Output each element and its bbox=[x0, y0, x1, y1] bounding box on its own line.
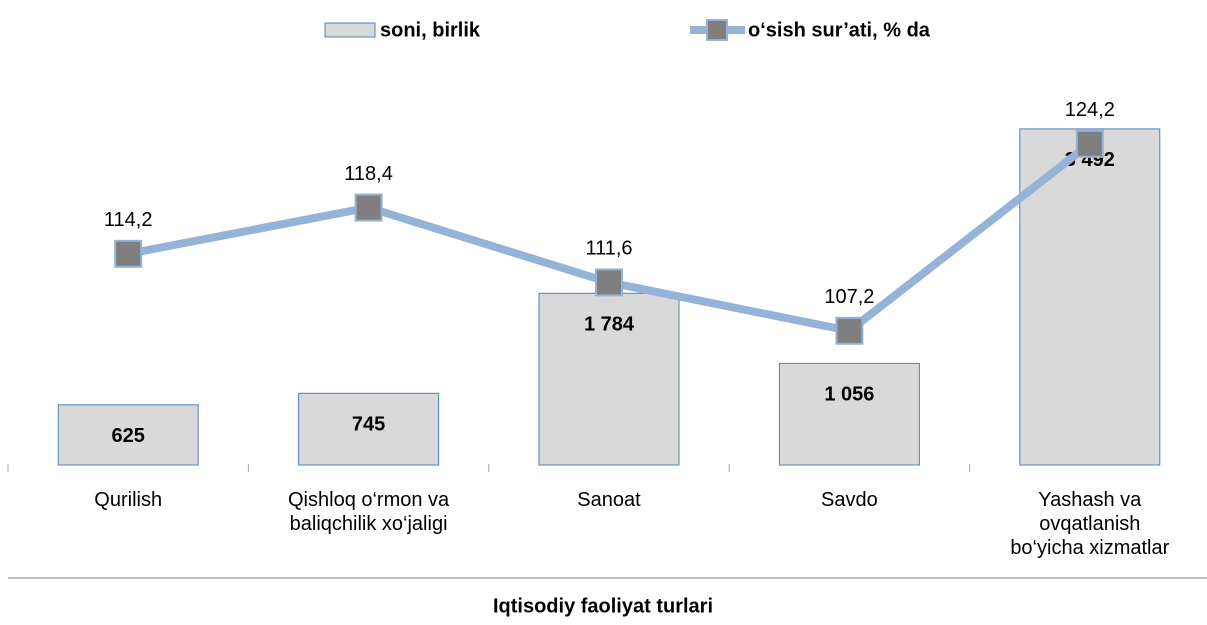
legend-swatch bbox=[324, 22, 376, 38]
line-marker bbox=[835, 316, 864, 345]
bar-value-label: 1 784 bbox=[584, 314, 635, 336]
line-marker bbox=[1075, 129, 1104, 158]
x-tick-label: Sanoat bbox=[577, 489, 641, 511]
line-marker bbox=[595, 268, 623, 297]
bar bbox=[57, 404, 199, 466]
x-tick-label: Qurilish bbox=[94, 489, 163, 511]
line-value-label: 124,2 bbox=[1065, 99, 1115, 121]
line-marker bbox=[114, 239, 143, 268]
legend-label: o‘sish sur’ati, % da bbox=[748, 19, 931, 41]
legend-label: soni, birlik bbox=[380, 19, 481, 41]
x-tick-label: Qishloq o‘rmon va baliqchilik xo‘jaligi bbox=[288, 489, 450, 535]
bar-value-label: 1 056 bbox=[824, 384, 874, 406]
line-value-label: 114,2 bbox=[104, 209, 153, 231]
bar bbox=[298, 392, 440, 466]
legend-marker bbox=[706, 19, 728, 41]
line-value-label: 118,4 bbox=[344, 163, 393, 185]
x-axis-label: Iqtisodiy faoliyat turlari bbox=[493, 595, 713, 617]
line-marker bbox=[354, 193, 383, 222]
bar-value-label: 625 bbox=[112, 425, 145, 447]
x-tick-label: Yashash va ovqatlanish bo‘yicha xizmatla… bbox=[1010, 489, 1170, 559]
bar bbox=[538, 292, 680, 466]
bar bbox=[778, 362, 920, 466]
line-value-label: 107,2 bbox=[824, 286, 874, 308]
line-value-label: 111,6 bbox=[585, 238, 632, 260]
x-tick-label: Savdo bbox=[821, 489, 878, 511]
bar-value-label: 745 bbox=[352, 414, 385, 436]
